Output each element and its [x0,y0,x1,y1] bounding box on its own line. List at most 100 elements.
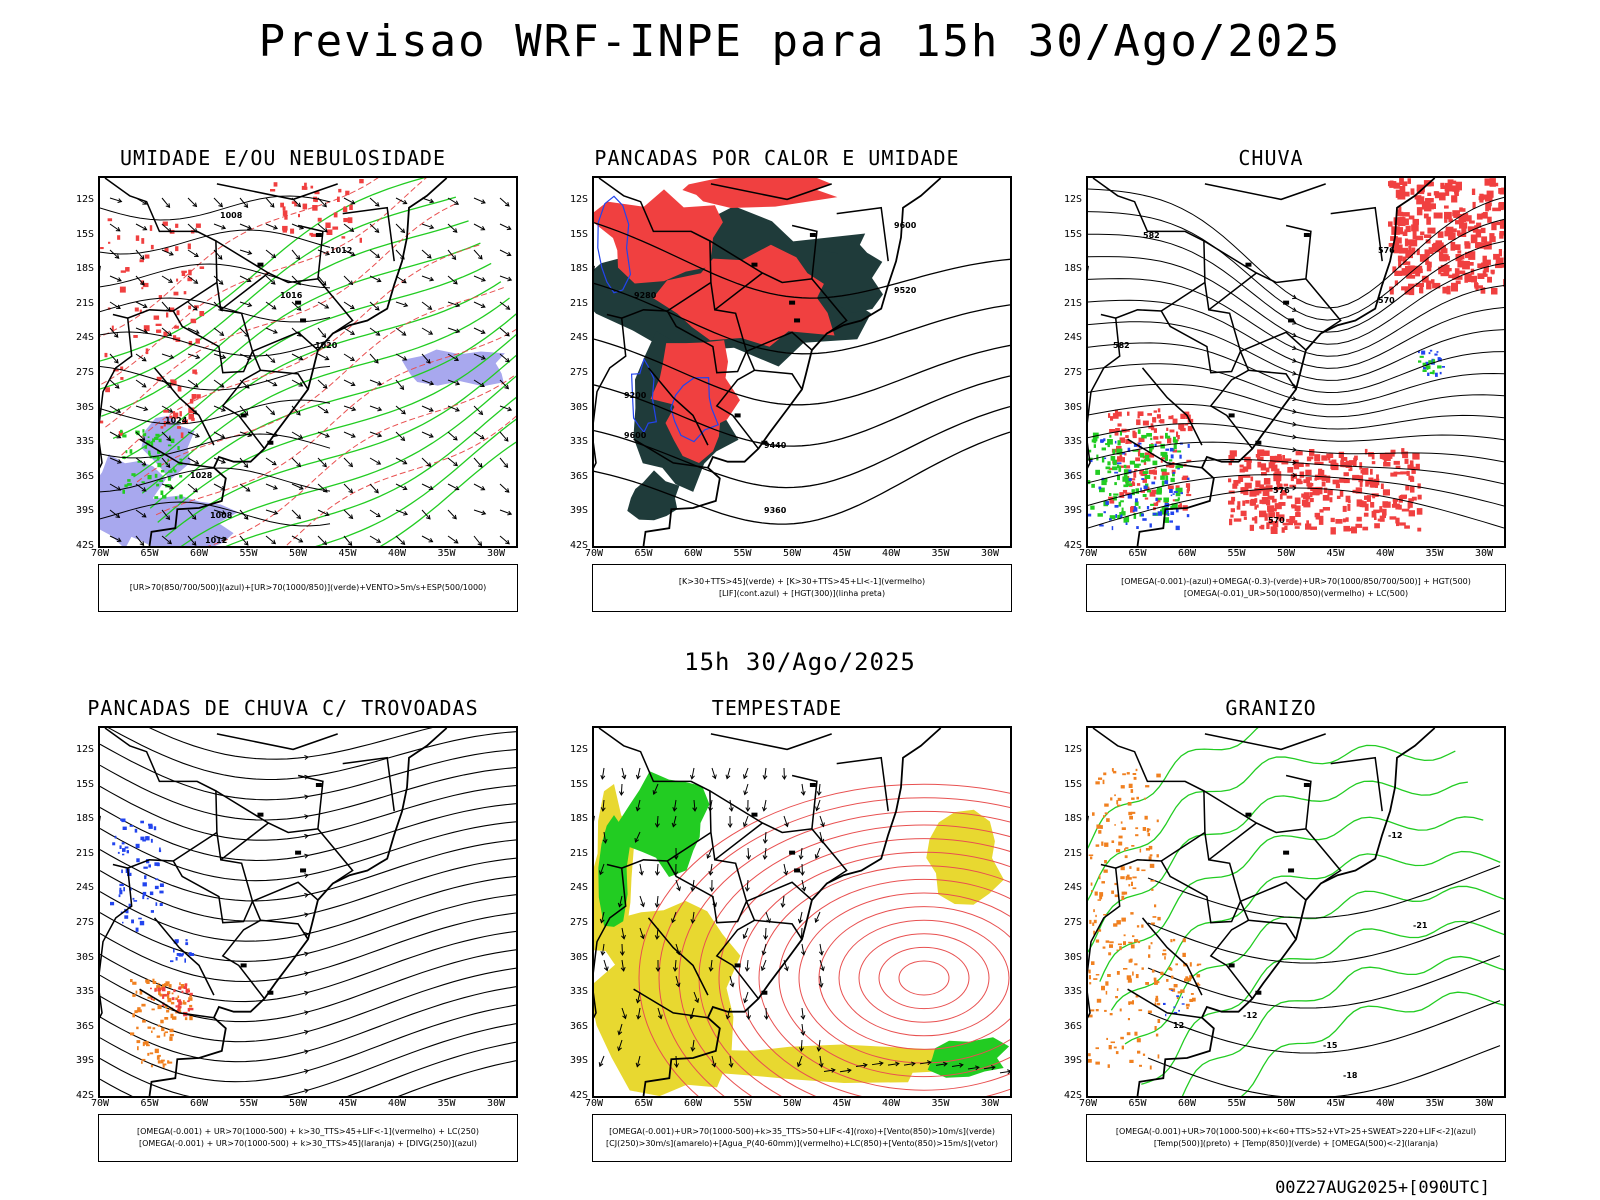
contour-label: 9200 [624,391,647,400]
lat-tick-label: 33S [1063,436,1082,448]
lon-tick-label: 30W [1474,1098,1494,1109]
contour-label: 9520 [894,286,917,295]
lat-tick-label: 39S [569,1055,588,1067]
contour-label: 9280 [634,291,657,300]
lat-tick-label: 42S [75,1090,94,1101]
lat-tick-label: 27S [569,367,588,378]
lon-tick-label: 50W [1276,548,1296,559]
lon-tick-label: 40W [881,548,901,559]
lat-axis: 12S 15S 18S 21S 24S 27S 30S 33S 36S 39S 42S [68,176,96,551]
lon-tick-label: 60W [1177,548,1197,559]
lon-tick-label: 55W [1227,1098,1246,1109]
lon-tick-label: 60W [189,1098,209,1109]
contour-label: 1008 [220,211,243,220]
panel-title: PANCADAS POR CALOR E UMIDADE [594,146,960,170]
lat-tick-label: 15S [75,778,94,790]
panel-legend: [UR>70(850/700/500)](azul)+[UR>70(1000/8… [98,564,518,612]
contour-label: 570 [1268,516,1285,525]
lon-axis: 70W 65W 60W 55W 50W 45W 40W 35W 30W [91,548,518,562]
lon-tick-label: 55W [1227,548,1246,559]
lon-tick-label: 40W [1375,548,1395,559]
lon-tick-label: 35W [1425,548,1444,559]
contour-label: 576 [1273,486,1290,495]
lat-tick-label: 24S [1063,332,1082,344]
lon-tick-label: 50W [782,548,802,559]
contour-label: 1012 [330,246,352,255]
lon-tick-label: 65W [1128,1098,1147,1109]
lon-tick-label: 70W [1078,1098,1098,1109]
lat-tick-label: 33S [75,986,94,998]
lon-tick-label: 45W [832,1098,851,1109]
lat-tick-label: 27S [75,367,94,378]
lon-tick-label: 50W [288,1098,308,1109]
lat-axis: 12S 15S 18S 21S 24S 27S 30S 33S 36S 39S 42S [562,726,590,1101]
contour-label: 9440 [764,441,787,450]
panel-pancadas-trovoadas: PANCADAS DE CHUVA C/ TROVOADAS 12S 15S 18S… [68,696,518,1176]
panel-legend: [OMEGA(-0.001)+UR>70(1000-500)+k>35_TTS>… [592,1114,1012,1162]
contour-label: 1028 [190,471,213,480]
lat-tick-label: 39S [75,505,94,517]
lat-tick-label: 36S [75,470,94,482]
legend-line: [OMEGA(-0.001) + UR>70(1000-500) + k>30_… [138,1139,478,1148]
lat-tick-label: 12S [569,744,588,755]
lon-tick-label: 30W [1474,548,1494,559]
lat-tick-label: 12S [569,194,588,205]
lat-tick-label: 27S [569,917,588,928]
lat-tick-label: 36S [75,1020,94,1032]
lat-tick-label: 15S [569,228,588,240]
map-granizo: -12 -15 -18 -21 12 -12 [1086,726,1506,1098]
lat-tick-label: 39S [1063,1055,1082,1067]
contour-label: -15 [1323,1041,1338,1050]
contour-label: 576 [1378,246,1395,255]
lat-tick-label: 18S [75,813,94,825]
lat-tick-label: 42S [1063,540,1082,551]
lon-axis: 70W 65W 60W 55W 50W 45W 40W 35W 30W [585,1098,1012,1112]
lat-tick-label: 12S [1063,744,1082,755]
forecast-time-label: 15h 30/Ago/2025 [684,648,916,676]
lat-tick-label: 42S [1063,1090,1082,1101]
legend-line: [Temp(500)](preto) + [Temp(850)](verde) … [1153,1139,1439,1148]
lat-axis: 12S 15S 18S 21S 24S 27S 30S 33S 36S 39S 42S [1056,726,1084,1101]
lat-axis: 12S 15S 18S 21S 24S 27S 30S 33S 36S 39S 42S [1056,176,1084,551]
legend-line: [OMEGA(-0.001)+UR>70(1000-500)+k>35_TTS>… [609,1127,995,1136]
lat-tick-label: 21S [569,847,588,859]
lat-tick-label: 33S [569,436,588,448]
map-pancadas-calor: 9600 9520 9440 9360 9280 9200 9600 [592,176,1012,548]
contour-label: 570 [1378,296,1395,305]
lat-tick-label: 42S [569,540,588,551]
lon-tick-label: 65W [140,548,159,559]
legend-line: [K>30+TTS>45](verde) + [K>30+TTS>45+LI<-… [678,577,926,586]
lat-axis: 12S 15S 18S 21S 24S 27S 30S 33S 36S 39S 42S [562,176,590,551]
lon-tick-label: 55W [239,548,258,559]
lon-tick-label: 30W [486,548,506,559]
lat-tick-label: 21S [75,297,94,309]
lon-tick-label: 55W [733,548,752,559]
lon-tick-label: 65W [1128,548,1147,559]
lon-axis: 70W 65W 60W 55W 50W 45W 40W 35W 30W [91,1098,518,1112]
contour-label: 9600 [894,221,917,230]
lat-tick-label: 42S [75,540,94,551]
lon-tick-label: 45W [338,548,357,559]
panel-tempestade: TEMPESTADE 12S 15S 18S 21S 24S 27S 30S 33S 36S 39… [562,696,1012,1176]
lon-tick-label: 70W [90,548,110,559]
contour-label: 9360 [764,506,787,515]
lon-tick-label: 40W [1375,1098,1395,1109]
lat-tick-label: 21S [1063,297,1082,309]
lat-tick-label: 39S [569,505,588,517]
lon-tick-label: 35W [437,1098,456,1109]
lat-tick-label: 24S [75,882,94,894]
lat-tick-label: 30S [75,951,94,963]
lon-tick-label: 50W [288,548,308,559]
lat-tick-label: 18S [1063,263,1082,275]
contour-label: -12 [1388,831,1402,840]
panel-legend: [OMEGA(-0.001)+UR>70(1000-500)+k<60+TTS>… [1086,1114,1506,1162]
lon-tick-label: 65W [140,1098,159,1109]
legend-line: [UR>70(850/700/500)](azul)+[UR>70(1000/8… [129,583,487,592]
lat-tick-label: 36S [1063,1020,1082,1032]
lon-axis: 70W 65W 60W 55W 50W 45W 40W 35W 30W [1079,548,1506,562]
lon-axis: 70W 65W 60W 55W 50W 45W 40W 35W 30W [585,548,1012,562]
lat-tick-label: 30S [75,401,94,413]
lon-tick-label: 70W [1078,548,1098,559]
lat-tick-label: 36S [569,1020,588,1032]
lat-tick-label: 21S [569,297,588,309]
